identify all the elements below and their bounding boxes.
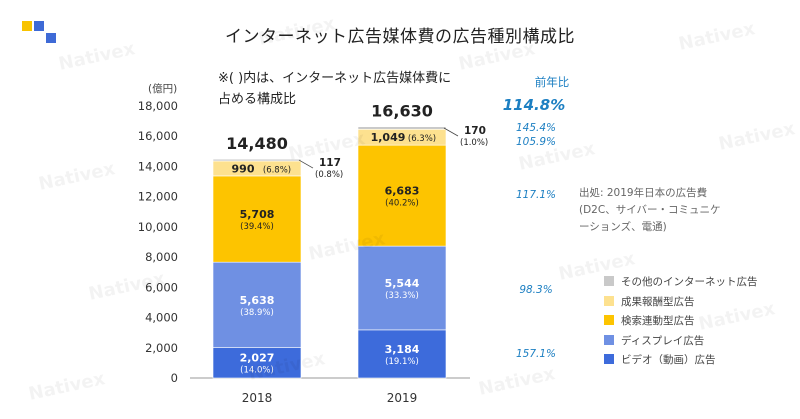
share-note-line-2: 占める構成比 <box>218 92 297 107</box>
logo-square-blue-2 <box>46 33 56 43</box>
growth-video: 157.1% <box>516 348 556 360</box>
y-tick-label: 18,000 <box>138 99 178 113</box>
legend-swatch-search <box>604 315 614 325</box>
growth-performance: 105.9% <box>516 136 556 148</box>
callout-line-other <box>298 159 314 169</box>
data-label-value: 170 <box>464 125 486 137</box>
legend-swatch-video <box>604 354 614 364</box>
data-label-value: 3,184 <box>385 343 420 356</box>
growth-total: 114.8% <box>503 96 565 114</box>
y-tick-label: 16,000 <box>138 129 178 143</box>
y-axis-unit: (億円) <box>148 82 177 95</box>
brand-logo <box>22 21 56 43</box>
y-tick-label: 0 <box>171 371 178 385</box>
brand-watermark: Nativex <box>257 13 338 50</box>
data-label-share: (33.3%) <box>385 291 419 301</box>
legend-label-other: その他のインターネット広告 <box>621 276 758 288</box>
brand-watermark: Nativex <box>697 298 778 335</box>
brand-watermark: Nativex <box>677 18 758 55</box>
data-label-value: 1,049 <box>371 131 406 144</box>
data-label-share: (19.1%) <box>385 357 419 367</box>
x-tick-label: 2019 <box>387 391 418 405</box>
bar-segment-display-2019 <box>357 245 447 331</box>
source-note: 出処: 2019年日本の広告費 (D2C、サイバー・コミュニケ ーションズ、電通… <box>579 185 720 236</box>
growth-search: 117.1% <box>516 189 556 201</box>
data-label-value: 990 <box>232 162 255 175</box>
data-label-value: 2,027 <box>240 352 275 365</box>
legend-swatch-display <box>604 334 614 345</box>
growth-other: 145.4% <box>516 122 556 134</box>
legend-swatch-performance <box>604 295 614 306</box>
source-note-line-2: (D2C、サイバー・コミュニケ <box>579 204 721 216</box>
y-tick-label: 6,000 <box>145 280 178 294</box>
data-label-value: 5,708 <box>240 208 275 221</box>
brand-watermark: Nativex <box>37 158 118 195</box>
bar-total-label: 14,480 <box>226 134 288 153</box>
source-note-line-1: 出処: 2019年日本の広告費 <box>579 187 708 199</box>
source-note-line-3: ーションズ、電通) <box>579 221 667 233</box>
legend-label-display: ディスプレイ広告 <box>621 334 705 347</box>
growth-header: 前年比 <box>535 75 570 89</box>
bar-segment-other-2019 <box>357 126 447 130</box>
bar-segment-video-2019 <box>357 329 447 379</box>
bar-segment-video-2018 <box>212 347 302 379</box>
y-tick-label: 10,000 <box>138 220 178 234</box>
share-note: ※( )内は、インターネット広告媒体費に 占める構成比 <box>218 68 451 110</box>
legend-label-performance: 成果報酬型広告 <box>621 295 695 308</box>
legend-label-search: 検索連動型広告 <box>621 315 695 327</box>
y-tick-label: 8,000 <box>145 250 178 264</box>
data-label-share: (1.0%) <box>460 138 488 148</box>
brand-watermark: Nativex <box>27 368 108 405</box>
y-tick-label: 14,000 <box>138 159 178 173</box>
logo-square-yellow <box>22 21 32 31</box>
data-label-share: (6.8%) <box>263 165 291 175</box>
data-label-value: 117 <box>319 157 341 169</box>
y-tick-label: 12,000 <box>138 190 178 204</box>
bar-total-label: 16,630 <box>371 102 433 121</box>
brand-watermark: Nativex <box>457 38 538 75</box>
legend-swatch-other <box>604 276 614 286</box>
callout-line-other <box>443 127 459 137</box>
x-tick-label: 2018 <box>242 391 273 405</box>
data-label-value: 5,638 <box>240 294 275 307</box>
bar-segment-search-2018 <box>212 175 302 263</box>
chart-title: インターネット広告媒体費の広告種別構成比 <box>225 27 575 47</box>
y-tick-label: 2,000 <box>145 341 178 355</box>
logo-square-blue <box>34 21 44 31</box>
growth-display: 98.3% <box>519 284 552 296</box>
data-label-share: (6.3%) <box>408 134 436 144</box>
data-label-share: (40.2%) <box>385 199 419 209</box>
data-label-share: (0.8%) <box>315 170 343 180</box>
share-note-line-1: ※( )内は、インターネット広告媒体費に <box>218 71 452 86</box>
brand-watermark: Nativex <box>477 363 558 400</box>
brand-watermark: Nativex <box>87 268 168 305</box>
data-label-share: (38.9%) <box>240 308 274 318</box>
data-label-share: (39.4%) <box>240 222 274 232</box>
bar-segment-display-2018 <box>212 261 302 348</box>
brand-watermark: Nativex <box>57 38 138 75</box>
brand-watermark: Nativex <box>717 118 798 155</box>
bar-segment-other-2018 <box>212 158 302 162</box>
legend-label-video: ビデオ（動画）広告 <box>621 354 716 366</box>
data-label-value: 5,544 <box>385 277 420 290</box>
data-label-share: (14.0%) <box>240 366 274 376</box>
data-label-value: 6,683 <box>385 185 420 198</box>
bar-segment-search-2019 <box>357 144 447 247</box>
y-tick-label: 4,000 <box>145 311 178 325</box>
